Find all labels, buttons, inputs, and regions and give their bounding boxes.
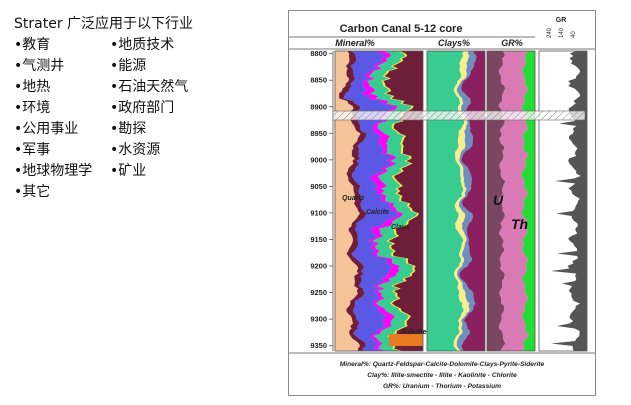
depth-tick-label: 8800 [310,49,327,58]
industry-item: •矿业 [110,163,147,179]
depth-tick-label: 8850 [310,76,327,85]
label-clays: Clays [391,224,410,231]
depth-tick-label: 8900 [310,102,327,111]
depth-tick-label: 9000 [310,155,327,164]
industry-item: •勘探 [110,121,147,137]
well-log-figure: Carbon Canal 5-12 core Mineral% Clays% G… [288,10,596,396]
depth-tick-label: 9200 [310,262,327,271]
clays-track [426,50,486,352]
industry-item: •气测井 [14,58,65,74]
depth-axis: 8800 8850 8900 8950 9000 9050 9100 9150 9200 9250… [310,49,334,351]
legend-line-gr: GR%: Uranium - Thorium - Potassium [383,383,501,390]
uranium-area [487,51,506,351]
depth-tick-label: 9050 [310,182,327,191]
depth-tick-label: 9250 [310,288,327,297]
gr-tick-label: 40 [571,31,577,38]
illite-smectite-area [427,51,465,351]
label-calcite: Calcite [366,209,389,216]
potassium-area [521,51,535,351]
depth-tick-label: 8950 [310,129,327,138]
track-title-gr-percent: GR% [501,38,523,48]
illite-area [453,51,470,351]
legend-line-clay: Clay%: Illite-smectite - Illite - Kaolin… [367,372,517,379]
depth-tick-label: 9300 [310,315,327,324]
mineral-track-frame [334,50,424,352]
pyrite-area [381,51,420,351]
core-gap-band [332,110,586,121]
dolomite-area [361,51,404,351]
industry-item: •公用事业 [14,121,79,137]
legend-line-mineral: Mineral%: Quartz-Feldspar-Calcite-Dolomi… [340,361,545,368]
label-quartz: Quartz [342,195,365,202]
industry-item: •能源 [110,58,147,74]
clays-track-frame [426,50,486,352]
well-log-chart: Carbon Canal 5-12 core Mineral% Clays% G… [289,17,595,390]
industries-panel: Strater 广泛应用于以下行业 •教育 •地质技术 •气测井 •能源 •地热… [14,14,284,203]
industry-item: •其它 [14,184,51,200]
clays-mineral-area [367,51,418,351]
gr-curve-area [551,51,587,351]
thorium-area [498,51,529,351]
panel-title: Strater 广泛应用于以下行业 [14,16,194,32]
mineral-track [334,50,424,352]
gr-percent-track [486,50,536,352]
siderite-area [389,334,423,347]
industry-item: •水资源 [110,142,161,158]
calcite-area [343,51,400,351]
pyrite-edge-area [383,51,423,351]
industry-item: •军事 [14,142,51,158]
industry-item: •政府部门 [110,100,175,116]
quartz-area [335,51,361,351]
label-siderite: Siderite [401,329,427,336]
industry-item: •石油天然气 [110,79,189,95]
depth-tick-label: 9350 [310,341,327,350]
industry-item: •教育 [14,37,51,53]
feldspar-area [339,51,367,351]
industry-item: •地热 [14,79,51,95]
label-thorium: Th [511,216,528,232]
gr-percent-track-frame [486,50,536,352]
track-title-clays: Clays% [438,38,470,48]
gr-tick-label: 240 [547,27,553,38]
industry-item: •地质技术 [110,37,175,53]
industry-item: •环境 [14,100,51,116]
gr-track [538,50,588,352]
depth-tick-label: 9150 [310,235,327,244]
industry-item: •地球物理学 [14,163,93,179]
chart-title: Carbon Canal 5-12 core [340,23,463,35]
label-uranium: U [493,192,504,208]
gr-tick-label: 140 [559,27,565,38]
track-title-mineral: Mineral% [335,38,375,48]
track-title-gr: GR [556,17,567,24]
chlorite-area [459,51,485,351]
depth-tick-label: 9100 [310,208,327,217]
kaolinite-area [456,51,477,351]
industry-list: •教育 •地质技术 •气测井 •能源 •地热 •石油天然气 •环境 •政府部门 … [14,35,284,203]
